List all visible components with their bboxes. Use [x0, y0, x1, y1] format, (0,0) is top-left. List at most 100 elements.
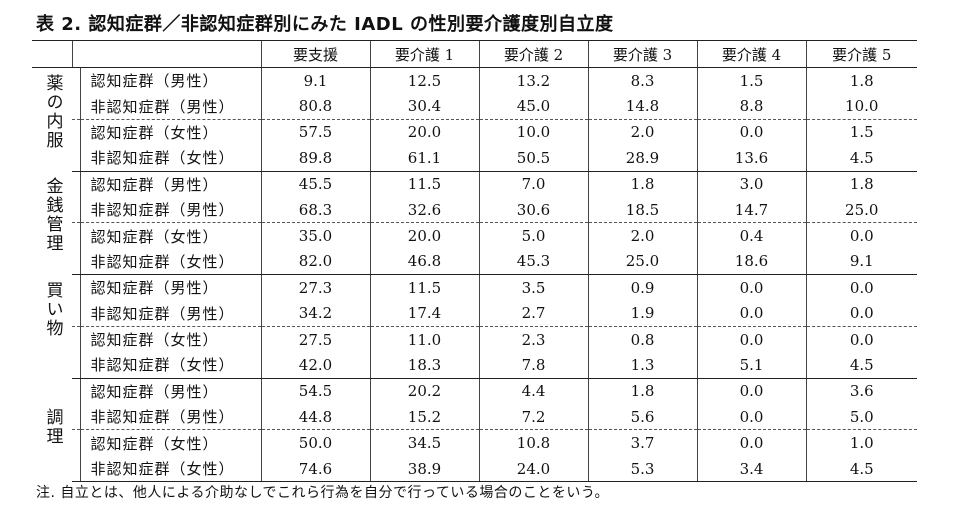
value-cell: 18.6 — [696, 248, 806, 276]
value-cell: 1.8 — [805, 171, 917, 197]
table-row: 非認知症群（女性） 42.0 18.3 7.8 1.3 5.1 4.5 — [32, 352, 917, 379]
value-cell: 2.7 — [478, 300, 588, 327]
header-blank — [32, 40, 72, 68]
column-header: 要介護 3 — [587, 40, 697, 68]
value-cell: 11.5 — [369, 274, 479, 301]
value-cell: 46.8 — [369, 248, 479, 276]
row-gap — [72, 300, 80, 327]
value-cell: 1.5 — [696, 67, 806, 94]
value-cell: 18.3 — [369, 352, 479, 379]
value-cell: 8.3 — [587, 67, 697, 94]
row-gap — [72, 68, 80, 94]
value-cell: 0.0 — [805, 300, 917, 327]
column-header: 要介護 4 — [696, 40, 806, 68]
category-label: 金銭管理 — [32, 171, 72, 275]
value-cell: 0.0 — [805, 274, 917, 301]
value-cell: 4.5 — [805, 352, 917, 379]
value-cell: 4.5 — [805, 145, 917, 172]
header-row: 要支援 要介護 1 要介護 2 要介護 3 要介護 4 要介護 5 — [32, 40, 917, 68]
value-cell: 13.2 — [478, 67, 588, 94]
value-cell: 7.0 — [478, 171, 588, 197]
row-gap — [72, 119, 80, 145]
row-gap — [72, 248, 80, 276]
row-label: 認知症群（女性） — [79, 119, 261, 146]
value-cell: 25.0 — [587, 248, 697, 276]
value-cell: 20.0 — [369, 119, 479, 146]
row-label: 認知症群（男性） — [79, 378, 261, 405]
value-cell: 1.8 — [805, 67, 917, 94]
value-cell: 50.0 — [260, 429, 370, 456]
table-row: 非認知症群（男性） 44.8 15.2 7.2 5.6 0.0 5.0 — [32, 404, 917, 431]
value-cell: 0.9 — [587, 274, 697, 301]
row-gap — [72, 378, 80, 404]
value-cell: 0.0 — [696, 119, 806, 146]
footnote: 注. 自立とは、他人による介助なしでこれら行為を自分で行っている場合のことをいう… — [36, 485, 610, 501]
table-title: 表 2. 認知症群／非認知症群別にみた IADL の性別要介護度別自立度 — [36, 14, 614, 35]
category-text: 買い物 — [42, 280, 63, 338]
value-cell: 4.4 — [478, 378, 588, 405]
value-cell: 34.2 — [260, 300, 370, 327]
value-cell: 0.0 — [805, 222, 917, 249]
row-gap — [72, 455, 80, 483]
value-cell: 0.0 — [696, 326, 806, 353]
value-cell: 45.3 — [478, 248, 588, 276]
column-header: 要介護 1 — [369, 40, 479, 68]
value-cell: 1.8 — [587, 171, 697, 197]
table-row: 非認知症群（女性） 82.0 46.8 45.3 25.0 18.6 9.1 — [32, 248, 917, 276]
row-label: 非認知症群（男性） — [79, 196, 261, 224]
value-cell: 3.7 — [587, 429, 697, 456]
table-row: 金銭管理 認知症群（男性） 45.5 11.5 7.0 1.8 3.0 1.8 — [32, 171, 917, 253]
value-cell: 3.6 — [805, 378, 917, 405]
value-cell: 20.0 — [369, 222, 479, 249]
value-cell: 8.8 — [696, 93, 806, 120]
column-header: 要介護 5 — [805, 40, 917, 68]
category-text: 金銭管理 — [42, 177, 63, 254]
value-cell: 45.0 — [478, 93, 588, 120]
category-label: 調理 — [32, 378, 72, 482]
row-gap — [72, 223, 80, 249]
value-cell: 1.5 — [805, 119, 917, 146]
value-cell: 32.6 — [369, 196, 479, 224]
row-label: 認知症群（男性） — [79, 67, 261, 94]
value-cell: 1.0 — [805, 429, 917, 456]
row-label: 認知症群（男性） — [79, 274, 261, 301]
value-cell: 28.9 — [587, 145, 697, 172]
table-row: 非認知症群（女性） 74.6 38.9 24.0 5.3 3.4 4.5 — [32, 455, 917, 483]
value-cell: 10.0 — [805, 93, 917, 120]
value-cell: 57.5 — [260, 119, 370, 146]
value-cell: 9.1 — [805, 248, 917, 276]
value-cell: 30.4 — [369, 93, 479, 120]
table-row: 非認知症群（男性） 68.3 32.6 30.6 18.5 14.7 25.0 — [32, 196, 917, 224]
category-label: 薬の内服 — [32, 68, 72, 172]
row-label: 非認知症群（男性） — [79, 404, 261, 431]
value-cell: 35.0 — [260, 222, 370, 249]
row-label: 認知症群（女性） — [79, 429, 261, 456]
table-row: 認知症群（女性） 27.5 11.0 2.3 0.8 0.0 0.0 — [32, 326, 917, 353]
value-cell: 54.5 — [260, 378, 370, 405]
header-gap — [71, 40, 80, 68]
value-cell: 14.8 — [587, 93, 697, 120]
row-label: 非認知症群（女性） — [79, 455, 261, 483]
table-row: 薬の内服 認知症群（男性） 9.1 12.5 13.2 8.3 1.5 1.8 — [32, 67, 917, 150]
value-cell: 3.0 — [696, 171, 806, 197]
value-cell: 4.5 — [805, 455, 917, 483]
value-cell: 18.5 — [587, 196, 697, 224]
value-cell: 5.1 — [696, 352, 806, 379]
row-label: 認知症群（男性） — [79, 171, 261, 197]
row-gap — [72, 352, 80, 379]
table-row: 非認知症群（男性） 80.8 30.4 45.0 14.8 8.8 10.0 — [32, 93, 917, 120]
value-cell: 27.5 — [260, 326, 370, 353]
value-cell: 68.3 — [260, 196, 370, 224]
value-cell: 0.0 — [696, 274, 806, 301]
value-cell: 5.6 — [587, 404, 697, 431]
value-cell: 2.0 — [587, 222, 697, 249]
value-cell: 24.0 — [478, 455, 588, 483]
value-cell: 80.8 — [260, 93, 370, 120]
value-cell: 17.4 — [369, 300, 479, 327]
value-cell: 10.0 — [478, 119, 588, 146]
value-cell: 7.8 — [478, 352, 588, 379]
value-cell: 82.0 — [260, 248, 370, 276]
value-cell: 11.0 — [369, 326, 479, 353]
value-cell: 2.0 — [587, 119, 697, 146]
value-cell: 0.0 — [696, 378, 806, 405]
